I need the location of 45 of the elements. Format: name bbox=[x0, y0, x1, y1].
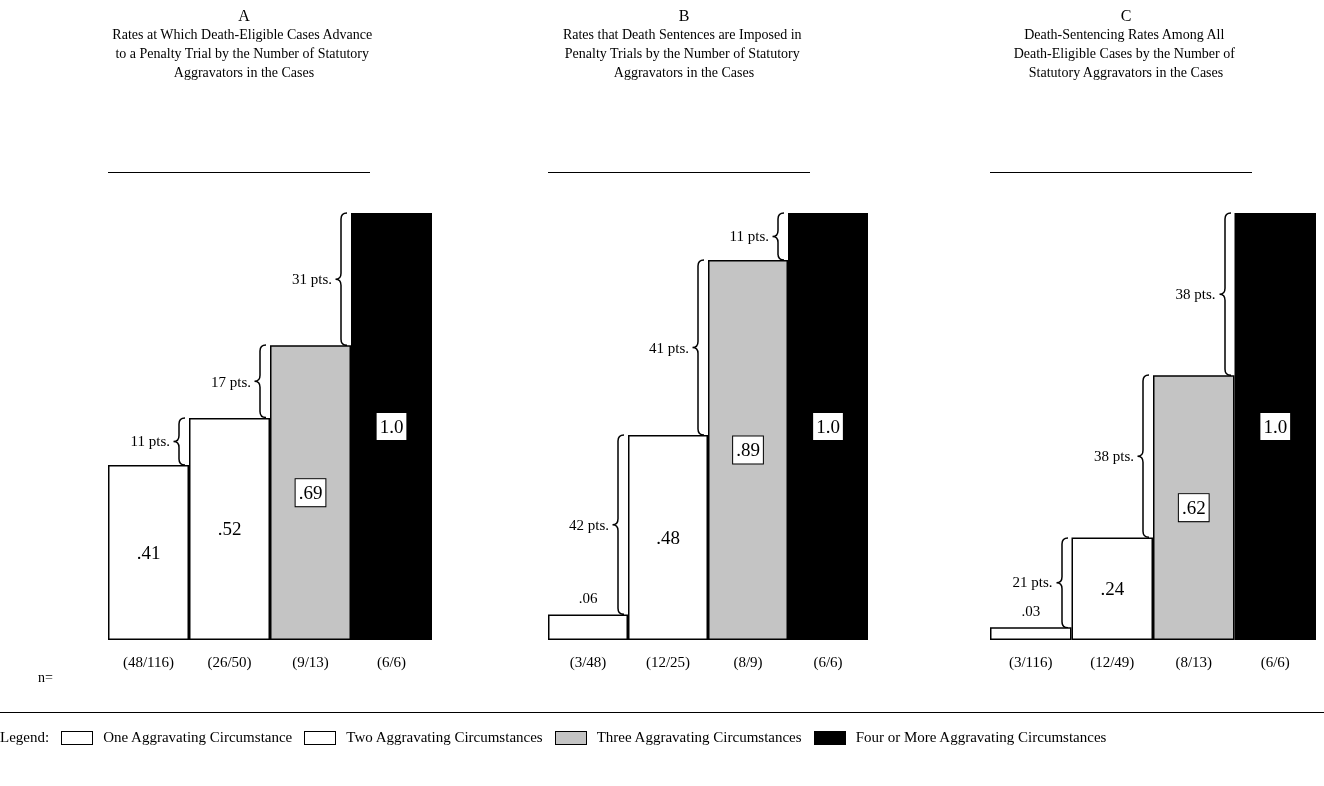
annotation: 21 pts. bbox=[1012, 574, 1053, 591]
annotation: 38 pts. bbox=[1093, 448, 1134, 465]
data-label: .24 bbox=[1100, 578, 1125, 600]
annotation: 38 pts. bbox=[1175, 286, 1216, 303]
data-label: .69 bbox=[298, 482, 323, 504]
legend-label: Four or More Aggravating Circumstances bbox=[855, 729, 1107, 746]
annotation: 11 pts. bbox=[130, 433, 170, 450]
data-label: .48 bbox=[656, 527, 680, 549]
data-label: .03 bbox=[1021, 602, 1041, 619]
chart-title: C bbox=[1120, 6, 1132, 24]
x-tick-label: (12/25) bbox=[645, 653, 691, 671]
x-tick-label: (9/13) bbox=[292, 653, 329, 671]
x-tick-label: (8/9) bbox=[733, 653, 763, 671]
legend-label: Two Aggravating Circumstances bbox=[346, 729, 543, 746]
data-label: .41 bbox=[136, 541, 161, 563]
data-label: 1.0 bbox=[816, 416, 840, 437]
annotation: 31 pts. bbox=[291, 271, 332, 288]
data-label: 1.0 bbox=[379, 416, 404, 437]
chart-subtitle: Rates that Death Sentences are Imposed in Penalty Trials by the Number of Statutory Aggravators in the Cases bbox=[562, 27, 806, 80]
x-tick-label: (48/116) bbox=[122, 653, 175, 671]
x-tick-label: (26/50) bbox=[207, 653, 252, 671]
x-tick-label: (6/6) bbox=[1260, 653, 1290, 671]
annotation: 41 pts. bbox=[648, 339, 689, 356]
x-tick-label: (12/49) bbox=[1090, 653, 1135, 671]
data-label: .52 bbox=[217, 518, 242, 540]
data-label: .06 bbox=[578, 589, 598, 606]
chart-subtitle: Death-Sentencing Rates Among All Death-Eligible Cases by the Number of Statutory Aggravators in the Cases bbox=[1013, 27, 1239, 80]
x-tick-label: (8/13) bbox=[1175, 653, 1213, 671]
chart-title: A bbox=[238, 6, 251, 24]
data-label: .62 bbox=[1181, 497, 1206, 519]
x-tick-label: (3/116) bbox=[1008, 653, 1053, 671]
x-tick-label: (6/6) bbox=[376, 653, 407, 671]
chart-title: B bbox=[678, 6, 690, 24]
legend-title: Legend: bbox=[0, 729, 50, 746]
annotation: 17 pts. bbox=[210, 373, 251, 390]
data-label: 1.0 bbox=[1263, 416, 1288, 437]
x-tick-label: (6/6) bbox=[813, 653, 843, 671]
legend-label: One Aggravating Circumstance bbox=[103, 729, 293, 746]
chart-subtitle: Rates at Which Death-Eligible Cases Advance to a Penalty Trial by the Number of Statutory Aggravators in the Cases bbox=[112, 27, 376, 80]
annotation: 11 pts. bbox=[729, 228, 769, 245]
data-label: .89 bbox=[736, 439, 760, 461]
annotation: 42 pts. bbox=[568, 516, 609, 533]
x-tick-label: (3/48) bbox=[569, 653, 607, 671]
legend-label: Three Aggravating Circumstances bbox=[596, 729, 802, 746]
x-axis-title: n= bbox=[38, 669, 54, 685]
